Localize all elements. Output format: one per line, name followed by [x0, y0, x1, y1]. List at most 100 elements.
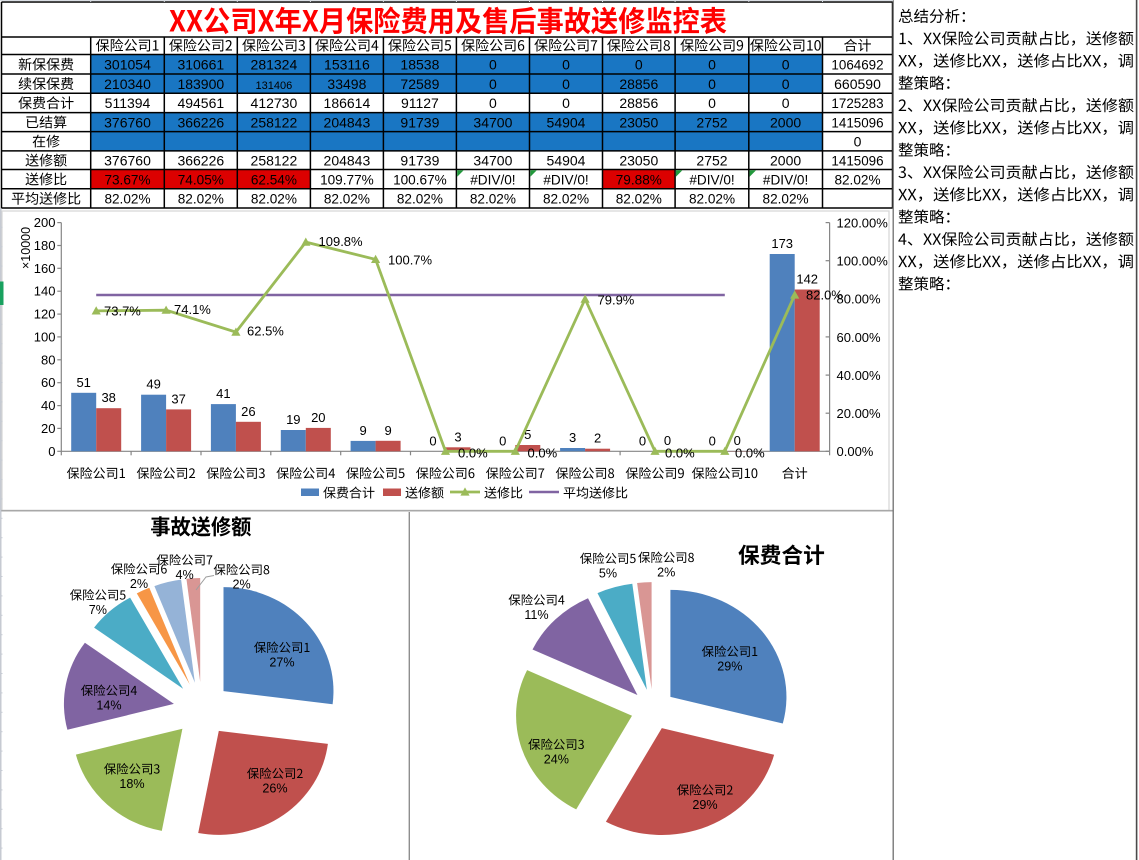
svg-text:120.00%: 120.00%	[837, 215, 889, 230]
svg-text:186614: 186614	[324, 95, 371, 111]
svg-text:511394: 511394	[105, 95, 151, 111]
svg-text:54904: 54904	[547, 152, 586, 168]
svg-text:80.00%: 80.00%	[837, 292, 882, 307]
svg-text:82.0%: 82.0%	[806, 288, 843, 303]
svg-text:0: 0	[854, 133, 862, 149]
svg-text:18%: 18%	[119, 777, 144, 791]
svg-text:0.0%: 0.0%	[528, 446, 558, 461]
svg-text:0: 0	[429, 433, 436, 448]
svg-text:366226: 366226	[177, 152, 224, 168]
svg-text:100.67%: 100.67%	[393, 172, 447, 187]
svg-text:0: 0	[782, 76, 790, 92]
svg-text:120: 120	[34, 307, 56, 322]
svg-text:33498: 33498	[327, 76, 366, 92]
svg-text:×10000: ×10000	[19, 227, 33, 269]
svg-text:100.7%: 100.7%	[388, 253, 433, 268]
svg-text:74.05%: 74.05%	[178, 172, 224, 187]
svg-text:37: 37	[171, 391, 185, 406]
svg-text:82.02%: 82.02%	[324, 192, 370, 207]
svg-text:160: 160	[34, 261, 56, 276]
svg-text:1415096: 1415096	[831, 153, 883, 168]
svg-text:40: 40	[41, 398, 55, 413]
svg-text:412730: 412730	[251, 95, 298, 111]
svg-text:2%: 2%	[232, 578, 250, 592]
svg-text:2%: 2%	[130, 577, 148, 591]
svg-text:91739: 91739	[400, 114, 439, 130]
svg-text:204843: 204843	[324, 152, 371, 168]
svg-text:0: 0	[489, 95, 497, 111]
svg-text:82.02%: 82.02%	[834, 172, 880, 187]
svg-text:140: 140	[34, 284, 56, 299]
svg-text:0: 0	[639, 433, 646, 448]
svg-text:51: 51	[76, 375, 90, 390]
svg-text:20.00%: 20.00%	[837, 406, 882, 421]
svg-text:0: 0	[499, 433, 506, 448]
svg-text:54904: 54904	[547, 114, 586, 130]
svg-text:20: 20	[41, 421, 55, 436]
svg-text:26%: 26%	[262, 782, 287, 796]
svg-text:82.02%: 82.02%	[616, 192, 662, 207]
svg-text:376760: 376760	[104, 114, 151, 130]
svg-text:82.02%: 82.02%	[689, 192, 735, 207]
svg-text:0: 0	[708, 57, 716, 73]
svg-text:0.0%: 0.0%	[665, 446, 695, 461]
svg-text:2752: 2752	[696, 152, 727, 168]
svg-text:2752: 2752	[696, 114, 727, 130]
svg-text:60: 60	[41, 375, 55, 390]
svg-text:79.88%: 79.88%	[616, 172, 662, 187]
svg-text:7%: 7%	[89, 603, 107, 617]
svg-text:0: 0	[48, 444, 55, 459]
svg-text:79.9%: 79.9%	[598, 293, 635, 308]
svg-text:#DIV/0!: #DIV/0!	[689, 172, 734, 187]
svg-text:0: 0	[489, 76, 497, 92]
svg-text:2000: 2000	[770, 114, 801, 130]
svg-text:0: 0	[708, 76, 716, 92]
svg-text:5%: 5%	[599, 567, 617, 581]
svg-text:34700: 34700	[473, 114, 512, 130]
svg-text:2: 2	[594, 431, 601, 446]
svg-text:0.0%: 0.0%	[458, 446, 488, 461]
svg-text:1064692: 1064692	[831, 58, 883, 73]
svg-text:91739: 91739	[400, 152, 439, 168]
svg-text:24%: 24%	[544, 753, 569, 767]
svg-text:18538: 18538	[400, 57, 439, 73]
svg-text:91127: 91127	[401, 95, 439, 111]
svg-text:27%: 27%	[269, 656, 294, 670]
svg-text:28856: 28856	[619, 76, 658, 92]
svg-text:74.1%: 74.1%	[174, 302, 211, 317]
svg-text:26: 26	[241, 404, 255, 419]
svg-text:0: 0	[635, 57, 643, 73]
svg-text:200: 200	[34, 215, 56, 230]
svg-text:72589: 72589	[400, 76, 439, 92]
svg-text:82.02%: 82.02%	[251, 192, 297, 207]
svg-text:29%: 29%	[717, 660, 742, 674]
svg-text:281324: 281324	[251, 57, 298, 73]
svg-text:301054: 301054	[104, 57, 151, 73]
svg-text:82.02%: 82.02%	[104, 192, 150, 207]
svg-text:40.00%: 40.00%	[837, 368, 882, 383]
svg-text:73.67%: 73.67%	[104, 172, 150, 187]
svg-text:11%: 11%	[524, 608, 548, 622]
svg-text:2%: 2%	[657, 566, 675, 580]
svg-text:660590: 660590	[834, 76, 881, 92]
svg-text:0.0%: 0.0%	[735, 446, 765, 461]
svg-text:#DIV/0!: #DIV/0!	[763, 172, 808, 187]
svg-text:131406: 131406	[256, 80, 293, 92]
svg-text:23050: 23050	[619, 152, 658, 168]
svg-text:20: 20	[311, 410, 325, 425]
svg-text:0: 0	[782, 95, 790, 111]
svg-text:0: 0	[709, 433, 716, 448]
svg-text:2000: 2000	[770, 152, 801, 168]
svg-text:49: 49	[146, 377, 160, 392]
svg-text:0: 0	[562, 95, 570, 111]
svg-text:9: 9	[384, 423, 391, 438]
svg-text:#DIV/0!: #DIV/0!	[470, 172, 515, 187]
svg-text:14%: 14%	[96, 699, 121, 713]
svg-text:5: 5	[524, 427, 531, 442]
svg-text:100.00%: 100.00%	[837, 254, 889, 269]
svg-text:180: 180	[34, 238, 56, 253]
svg-text:73.7%: 73.7%	[104, 304, 141, 319]
svg-text:210340: 210340	[104, 76, 151, 92]
svg-text:0: 0	[489, 57, 497, 73]
svg-text:82.02%: 82.02%	[763, 192, 809, 207]
